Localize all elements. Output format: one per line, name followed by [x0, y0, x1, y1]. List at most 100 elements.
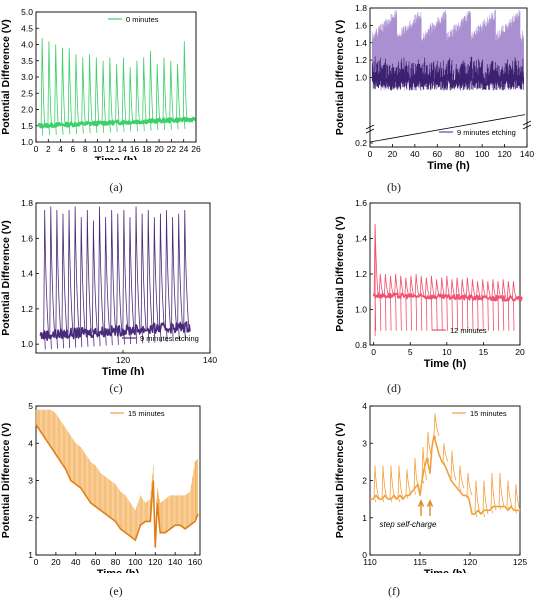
panel-f-series-spike: [373, 465, 380, 503]
panel-b-chart: 0 20 40 60 80 100 120 140 0.2 1.0 1.2 1.4 1.6 1.8 Time…: [334, 3, 534, 172]
panel-a-ytick-label: 4.0: [21, 40, 33, 50]
panel-c-y-axis-label: Potential Difference (V): [0, 220, 12, 336]
panel-c-xtick-label: 140: [203, 355, 217, 365]
panel-a-ytick-label: 4.5: [21, 23, 33, 33]
panel-e-ytick-label: 1: [28, 550, 33, 560]
panel-a-series-spike: [169, 60, 174, 130]
panel-a-series-spike: [121, 57, 127, 132]
panel-a-series-spike: [47, 41, 52, 136]
panel-d-series-spike: [389, 275, 394, 331]
panel-a-xtick-label: 26: [191, 144, 201, 154]
panel-d-series-spike: [455, 277, 461, 331]
panel-f-annotation-arrow: [417, 499, 425, 516]
panel-a-chart: 0 2 4 6 8 10 12 14 16 18 20 22 24 261.01.52.02.53.03.…: [0, 7, 201, 160]
panel-d-ytick-label: 1.4: [355, 234, 367, 244]
panel-f-series-spike: [450, 450, 457, 484]
panel-f-legend-label: 15 minutes: [470, 409, 507, 418]
panel-c-series-spike: [67, 210, 74, 348]
panel-e-ytick-label: 2: [28, 513, 33, 523]
panel-a-series-spike: [176, 63, 181, 130]
panel-f-series-spike: [405, 469, 412, 499]
panel-d-series-spike: [440, 277, 446, 331]
panel-b-x-axis-label: Time (h): [427, 160, 470, 172]
panel-c-series-spike: [116, 213, 123, 345]
panel-a-series-spike: [88, 54, 93, 134]
panel-d-series-spike: [481, 279, 486, 331]
panel-d-legend-label: 12 minutes: [450, 326, 487, 335]
panel-d-series-spike: [435, 279, 440, 331]
panel-a-series-spike: [54, 44, 59, 135]
panel-a-xtick-label: 18: [142, 144, 152, 154]
panel-c-ytick-label: 1.6: [21, 233, 33, 243]
panel-a-ytick-label: 3.5: [21, 56, 33, 66]
panel-f-series-spike: [433, 413, 440, 439]
panel-d-series-spike: [512, 281, 517, 331]
panel-e-ytick-label: 4: [28, 438, 33, 448]
panel-a-ytick-label: 1.5: [21, 121, 33, 131]
panel-d-series-spike: [404, 277, 410, 331]
panel-f-annotation-text: step self-charge: [380, 520, 437, 529]
panel-c-series-spike: [183, 210, 190, 341]
panel-d-ytick-label: 1.2: [355, 269, 367, 279]
panel-d-caption: (d): [387, 381, 401, 395]
panel-d-series-spike: [373, 224, 379, 331]
panel-a-xtick-label: 24: [179, 144, 189, 154]
panel-d-series-spike: [501, 279, 507, 331]
panel-b-caption: (b): [387, 180, 401, 194]
panel-b-xtick-label: 120: [497, 149, 511, 159]
panel-c-series-spike: [61, 213, 68, 349]
panel-d-ytick-label: 1.6: [355, 198, 367, 208]
panel-f-series-spike: [482, 480, 489, 518]
panel-a-ytick-label: 3.0: [21, 72, 33, 82]
panel-a-series-spike: [108, 57, 113, 133]
panel-d-xtick-label: 5: [408, 347, 413, 357]
panel-d-series-spike: [471, 279, 476, 331]
panel-a-series-spike: [101, 60, 106, 133]
panel-d-chart: 0 5 10 15 20 0.8 1.0 1.2 1.4 1.6 Time (h) Potential…: [334, 198, 525, 370]
panel-a-series-spike: [74, 54, 79, 134]
panel-a-series-spike: [67, 47, 73, 135]
panel-c-series-spike: [110, 210, 117, 346]
panel-c-x-axis-label: Time (h): [102, 366, 145, 375]
panel-a-series-spike: [61, 47, 66, 135]
panel-a-xtick-label: 8: [83, 144, 88, 154]
panel-d-series-spike: [486, 281, 492, 331]
panel-a-series-spike: [162, 57, 167, 130]
panel-e-series-envelope: [36, 409, 199, 548]
panel-a-ytick-label: 2.5: [21, 88, 33, 98]
panel-f-ytick-label: 3: [362, 438, 367, 448]
panel-a-series-spike: [40, 37, 46, 136]
panel-b-ytick-label: 1.6: [355, 20, 367, 30]
panel-b-legend-label: 9 minutes etching: [457, 128, 516, 137]
panel-a-xtick-label: 10: [93, 144, 103, 154]
panel-a-legend-label: 0 minutes: [126, 15, 159, 24]
panel-d-series-spike: [476, 281, 481, 331]
panel-f-xtick-label: 115: [413, 557, 427, 567]
panel-c-series-spike: [104, 217, 110, 346]
panel-f-series-baseline: [370, 434, 520, 515]
panel-c-series-spike: [165, 210, 171, 342]
panel-f-ytick-label: 1: [362, 513, 367, 523]
panel-f-series-spike: [426, 432, 433, 462]
panel-f-series-spike: [490, 473, 497, 514]
panel-f-series-spike: [506, 480, 513, 510]
panel-e-xtick-label: 100: [128, 557, 142, 567]
panel-a-xtick-label: 22: [167, 144, 177, 154]
panel-c-series-spike: [55, 210, 62, 349]
panel-e-legend-label: 15 minutes: [128, 409, 165, 418]
panel-c-series-spike: [171, 217, 177, 342]
panel-e-xtick-label: 40: [71, 557, 81, 567]
panel-b-ytick-label: 1.8: [355, 3, 367, 13]
panel-f-plot-frame: [369, 405, 521, 556]
panel-a-ytick-label: 1.0: [21, 137, 33, 147]
panel-d-series-spike: [394, 273, 399, 331]
panel-b-axis-break-right: [522, 120, 532, 130]
panel-c-series-spike: [159, 213, 165, 343]
panel-a-xtick-label: 14: [117, 144, 127, 154]
panel-d-plot-frame: [369, 202, 521, 346]
panel-e-xtick-label: 120: [148, 557, 162, 567]
panel-e-series-line: [35, 424, 199, 548]
panel-f-series-spike: [458, 465, 465, 492]
panel-b-xtick-label: 0: [368, 149, 373, 159]
panel-f-annotation-arrow: [426, 499, 434, 516]
